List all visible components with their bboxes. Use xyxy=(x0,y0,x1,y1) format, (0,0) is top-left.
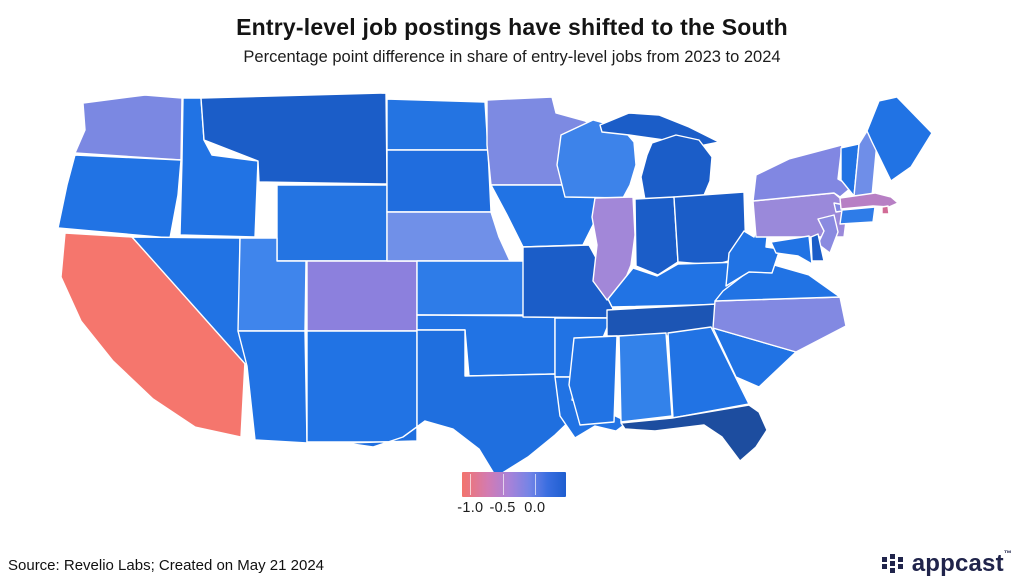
page-title: Entry-level job postings have shifted to… xyxy=(236,14,788,40)
appcast-wordmark: appcast™ xyxy=(911,549,1012,577)
state-shape-co xyxy=(306,260,418,332)
page-subtitle: Percentage point difference in share of … xyxy=(243,48,781,66)
trademark-symbol: ™ xyxy=(1003,549,1012,558)
state-shape-wv xyxy=(725,222,781,287)
appcast-dots-icon xyxy=(881,552,906,576)
colorbar-gradient xyxy=(462,472,566,497)
source-caption: Source: Revelio Labs; Created on May 21 … xyxy=(8,557,325,574)
state-shape-de xyxy=(810,233,825,262)
state-shape-in xyxy=(634,196,679,276)
state-shape-sd xyxy=(386,149,492,213)
colorbar-tick-label: 0.0 xyxy=(524,500,546,516)
state-shape-nh xyxy=(853,130,878,197)
state-shape-wa xyxy=(74,94,183,161)
us-map-svg xyxy=(57,92,933,478)
state-shape-mi xyxy=(640,134,713,201)
state-shape-nm xyxy=(306,330,418,443)
chart-header: Entry-level job postings have shifted to… xyxy=(0,14,1024,67)
state-shape-md xyxy=(770,235,813,265)
state-shape-ri xyxy=(881,205,890,215)
colorbar-legend: -1.0 -0.5 0.0 xyxy=(457,472,566,520)
state-shape-fl xyxy=(620,404,768,462)
colorbar-tick-mark xyxy=(470,474,472,495)
state-shape-ne xyxy=(386,211,511,262)
us-choropleth-map xyxy=(55,85,960,485)
state-shape-wy xyxy=(276,184,388,262)
state-shape-ks xyxy=(416,260,528,316)
state-shape-al xyxy=(618,332,673,423)
state-shape-az xyxy=(237,330,308,444)
state-shape-mt xyxy=(200,92,388,185)
state-shape-or xyxy=(57,154,182,239)
state-shape-ga xyxy=(667,326,750,419)
state-shape-ct xyxy=(839,206,876,225)
state-shape-nd xyxy=(386,98,489,151)
colorbar-tick-label: -1.0 xyxy=(457,500,484,516)
colorbar-tick-mark xyxy=(502,474,504,495)
appcast-logo: appcast™ xyxy=(881,549,1012,577)
state-shape-me xyxy=(866,96,933,182)
state-shape-ky xyxy=(607,261,743,308)
state-shape-ny xyxy=(752,144,853,202)
state-shape-ma xyxy=(839,192,899,210)
colorbar-tick-label: -0.5 xyxy=(489,500,516,516)
state-shape-nj xyxy=(817,214,839,254)
colorbar-tick-mark xyxy=(534,474,536,495)
state-shape-ms xyxy=(568,335,618,426)
colorbar-tick-labels: -1.0 -0.5 0.0 xyxy=(457,500,566,520)
